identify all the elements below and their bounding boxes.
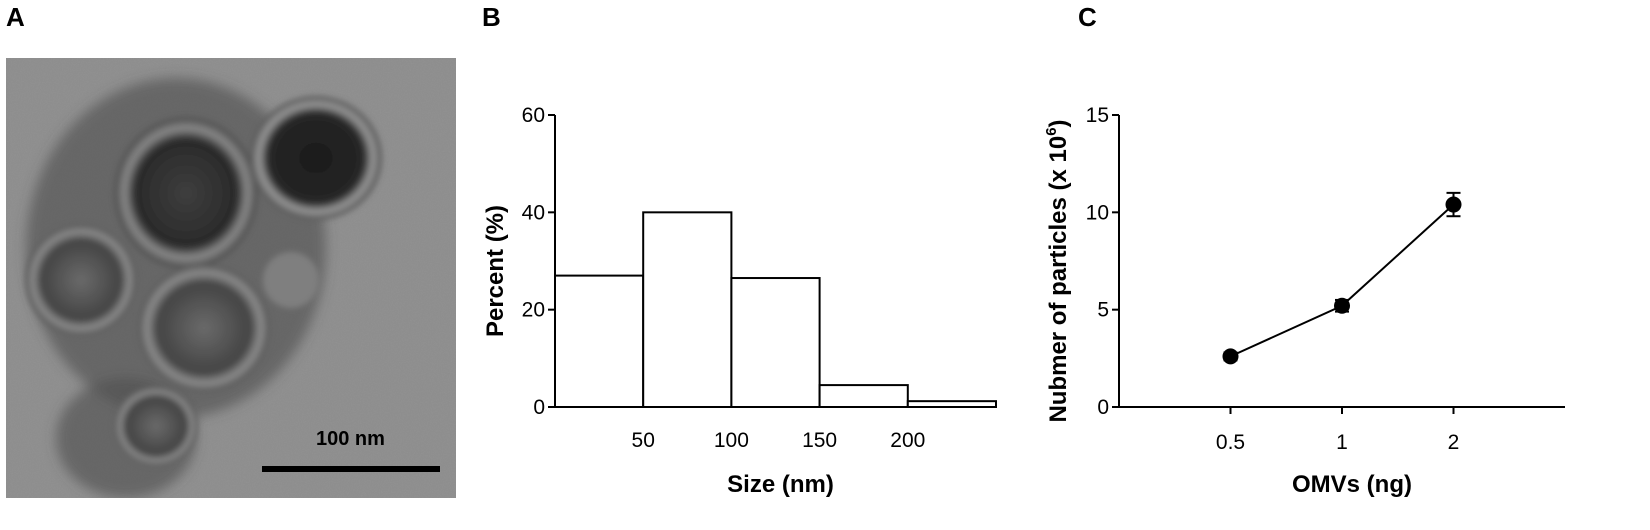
size-distribution-chart: 0 20 40 60 50 100 150 200 Size (nm) Percent (%… — [482, 104, 997, 498]
panel-b-letter: B — [482, 2, 501, 32]
y-tick-label: 5 — [1097, 299, 1109, 322]
histogram-bar — [818, 384, 909, 409]
histogram-bar — [642, 211, 733, 408]
x-axis-title: Size (nm) — [727, 471, 834, 498]
y-tick-label: 10 — [1086, 201, 1109, 224]
scale-bar-label: 100 nm — [316, 428, 385, 450]
y-axis-title: Percent (%) — [482, 205, 509, 337]
scale-bar — [262, 466, 440, 472]
panel-c-letter: C — [1078, 2, 1097, 32]
y-tick-label: 20 — [522, 299, 545, 322]
panel-a-letter: A — [6, 2, 25, 32]
y-tick-label: 0 — [533, 396, 545, 419]
x-tick-label: 100 — [714, 429, 749, 452]
x-axis-title: OMVs (ng) — [1292, 471, 1412, 498]
micrograph-image — [6, 58, 456, 498]
y-tick-label: 40 — [522, 201, 545, 224]
y-axis-title: Nubmer of particles (x 106) — [1043, 119, 1072, 422]
x-tick-label: 0.5 — [1216, 431, 1245, 454]
series-line — [1230, 203, 1455, 358]
data-point — [1222, 348, 1239, 365]
x-tick-label: 2 — [1448, 431, 1460, 454]
y-tick-label: 60 — [522, 104, 545, 127]
x-tick-label: 150 — [802, 429, 837, 452]
data-point — [1445, 196, 1462, 213]
tem-micrograph: 100 nm — [6, 58, 456, 498]
x-tick-label: 50 — [632, 429, 655, 452]
data-point — [1334, 297, 1350, 314]
y-tick-label: 15 — [1086, 104, 1109, 127]
histogram-bar — [554, 274, 645, 408]
particle-count-chart: 0 5 10 15 0.5 1 2 OMVs (ng) Nubmer of particl… — [1043, 104, 1565, 498]
x-tick-label: 200 — [890, 429, 925, 452]
y-tick-label: 0 — [1097, 396, 1109, 419]
x-tick-label: 1 — [1336, 431, 1348, 454]
histogram-bar — [730, 277, 821, 408]
